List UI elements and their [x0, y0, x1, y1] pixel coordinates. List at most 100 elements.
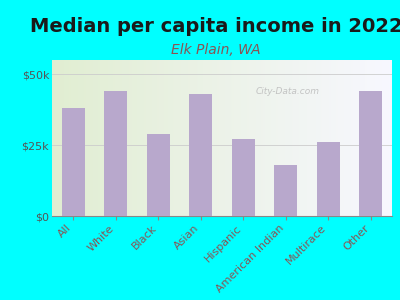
Bar — [178, 60, 180, 216]
Bar — [360, 60, 362, 216]
Bar — [106, 60, 108, 216]
Bar — [207, 60, 208, 216]
Bar — [64, 60, 66, 216]
Bar — [72, 60, 74, 216]
Bar — [295, 60, 297, 216]
Bar — [150, 60, 152, 216]
Bar — [343, 60, 344, 216]
Bar — [384, 60, 385, 216]
Bar — [173, 60, 174, 216]
Bar — [268, 60, 270, 216]
Bar — [382, 60, 384, 216]
Bar — [348, 60, 350, 216]
Bar — [350, 60, 351, 216]
Bar — [135, 60, 137, 216]
Bar — [185, 60, 186, 216]
Bar — [134, 60, 135, 216]
Bar — [274, 165, 298, 216]
Bar — [331, 60, 332, 216]
Bar — [146, 134, 170, 216]
Bar — [339, 60, 341, 216]
Bar — [300, 60, 302, 216]
Bar — [375, 60, 377, 216]
Bar — [246, 60, 248, 216]
Bar — [168, 60, 169, 216]
Bar — [108, 60, 110, 216]
Bar — [57, 60, 59, 216]
Bar — [324, 60, 326, 216]
Bar — [210, 60, 212, 216]
Bar — [132, 60, 134, 216]
Bar — [196, 60, 198, 216]
Bar — [110, 60, 112, 216]
Bar — [190, 60, 191, 216]
Bar — [302, 60, 304, 216]
Bar — [288, 60, 290, 216]
Bar — [385, 60, 387, 216]
Bar — [55, 60, 57, 216]
Bar — [276, 60, 278, 216]
Bar — [310, 60, 312, 216]
Bar — [285, 60, 286, 216]
Bar — [74, 60, 76, 216]
Bar — [309, 60, 310, 216]
Bar — [188, 60, 190, 216]
Bar — [282, 60, 283, 216]
Bar — [224, 60, 226, 216]
Bar — [314, 60, 316, 216]
Bar — [101, 60, 103, 216]
Bar — [368, 60, 370, 216]
Bar — [149, 60, 150, 216]
Bar — [217, 60, 218, 216]
Bar — [378, 60, 380, 216]
Bar — [321, 60, 322, 216]
Bar — [280, 60, 282, 216]
Bar — [259, 60, 261, 216]
Bar — [232, 60, 234, 216]
Bar — [359, 91, 382, 216]
Bar — [123, 60, 125, 216]
Bar — [373, 60, 375, 216]
Bar — [127, 60, 128, 216]
Bar — [298, 60, 300, 216]
Bar — [239, 60, 241, 216]
Bar — [390, 60, 392, 216]
Bar — [158, 60, 159, 216]
Bar — [79, 60, 81, 216]
Bar — [372, 60, 373, 216]
Bar — [82, 60, 84, 216]
Bar — [139, 60, 140, 216]
Bar — [380, 60, 382, 216]
Bar — [189, 94, 212, 216]
Bar — [270, 60, 271, 216]
Bar — [105, 60, 106, 216]
Bar — [120, 60, 122, 216]
Bar — [81, 60, 83, 216]
Bar — [52, 60, 54, 216]
Bar — [59, 60, 60, 216]
Bar — [355, 60, 356, 216]
Bar — [316, 60, 317, 216]
Bar — [292, 60, 293, 216]
Bar — [264, 60, 266, 216]
Bar — [130, 60, 132, 216]
Bar — [261, 60, 263, 216]
Text: City-Data.com: City-Data.com — [256, 87, 320, 96]
Bar — [263, 60, 264, 216]
Bar — [286, 60, 288, 216]
Bar — [215, 60, 217, 216]
Bar — [71, 60, 72, 216]
Bar — [174, 60, 176, 216]
Bar — [334, 60, 336, 216]
Bar — [251, 60, 253, 216]
Bar — [94, 60, 96, 216]
Bar — [297, 60, 298, 216]
Bar — [76, 60, 78, 216]
Bar — [370, 60, 372, 216]
Bar — [293, 60, 295, 216]
Bar — [271, 60, 273, 216]
Bar — [115, 60, 117, 216]
Bar — [273, 60, 275, 216]
Bar — [218, 60, 220, 216]
Bar — [212, 60, 214, 216]
